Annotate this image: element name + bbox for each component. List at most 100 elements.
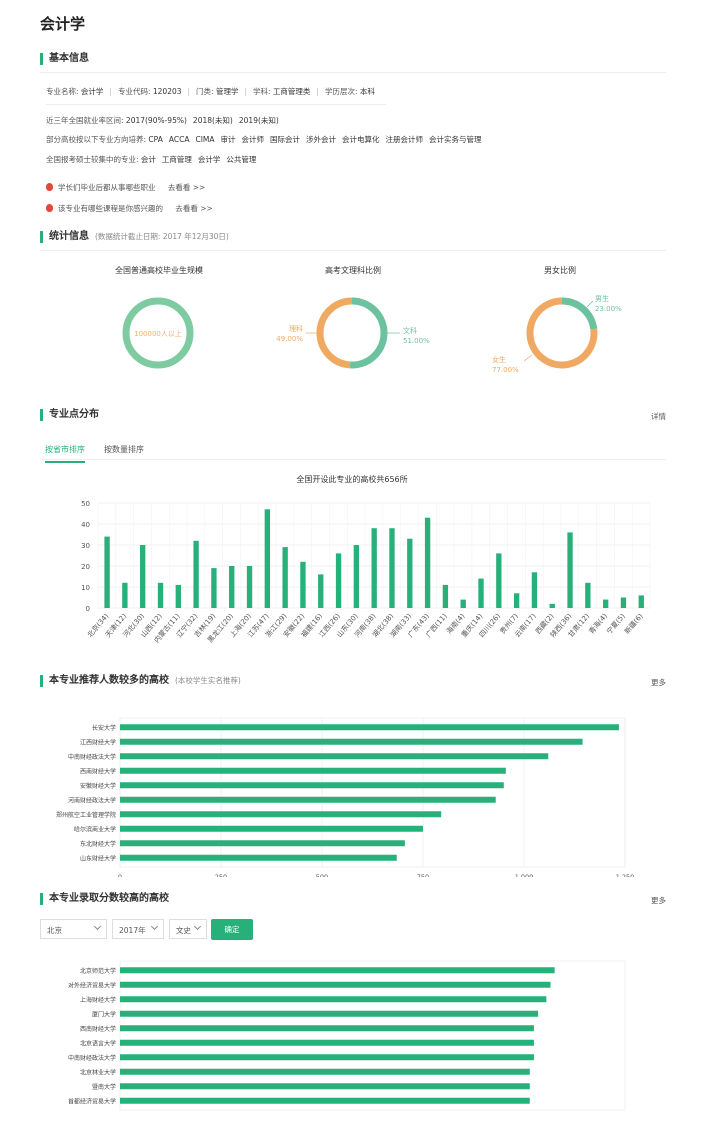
detail-link[interactable]: 详情 (651, 412, 666, 421)
bar (120, 1010, 539, 1017)
directions-row: 部分高校按以下专业方向培养: CPA ACCA CIMA 审计 会计师 国际会计 涉外会计会… (46, 135, 482, 144)
bar (193, 540, 199, 608)
y-tick-label: 20 (81, 563, 90, 571)
bar (120, 724, 619, 731)
separator: | (316, 87, 319, 96)
category-label: 山东财经大学 (80, 854, 116, 862)
category-label: 北京语言大学 (80, 1039, 116, 1047)
bar (478, 578, 484, 608)
science-slice (316, 297, 353, 369)
section-heading-basic: 基本信息 (40, 53, 89, 65)
y-tick-label: 50 (81, 500, 90, 508)
go-see-link[interactable]: 去看看 >> (167, 183, 206, 192)
bar (549, 603, 555, 608)
bar (120, 1097, 530, 1104)
basic-info-row: 专业名称: 会计学 | 专业代码: 120203 | 门类: 管理学 | 学科: 工商管理类… (46, 86, 375, 97)
x-tick-label: 0 (118, 873, 122, 877)
year-select[interactable]: 2017年 (112, 919, 164, 939)
direction-tag: 国际会计 (270, 135, 301, 144)
bar (120, 811, 442, 818)
recommend-bar-chart: 0 250 500 750 1,000 1,250 长安大学江西财经大学中南财经政法大学西南… (56, 717, 634, 877)
bar (120, 738, 583, 745)
bar (120, 981, 551, 988)
bar (120, 1054, 534, 1061)
divider (46, 104, 386, 105)
bar (120, 840, 405, 847)
bar (120, 967, 555, 974)
x-tick-label: 1,000 (515, 873, 534, 877)
admission-bar-chart: 北京师范大学对外经济贸易大学上海财经大学厦门大学西南财经大学北京语言大学中南财经… (68, 960, 626, 1111)
info-label: 学科: (253, 87, 273, 96)
province-select[interactable]: 北京 (40, 919, 107, 939)
category-label: 暨南大学 (92, 1083, 116, 1091)
bar (531, 572, 538, 608)
science-pct: 49.00% (276, 335, 303, 343)
link-text: 该专业有哪些课程是你感兴趣的 (58, 204, 163, 213)
bar (282, 547, 288, 608)
arts-science-donut: 文科 51.00% 理科 49.00% (276, 297, 430, 369)
science-label: 理科 (289, 324, 303, 333)
bar (513, 593, 520, 608)
gender-title: 男女比例 (544, 266, 576, 275)
bar (157, 582, 164, 608)
y-tick-label: 10 (81, 584, 90, 592)
tab-by-count[interactable]: 按数量排序 (104, 445, 144, 454)
bar (407, 538, 413, 608)
confirm-button[interactable]: 确定 (211, 919, 253, 940)
category-label: 东北财经大学 (80, 840, 116, 848)
bar (120, 1068, 530, 1075)
bar (120, 1039, 534, 1046)
grad-scale-ring (122, 297, 194, 369)
link-row-courses[interactable]: 该专业有哪些课程是你感兴趣的 去看看 >> (46, 203, 213, 214)
separator: | (244, 87, 247, 96)
category-label: 厦门大学 (92, 1010, 116, 1018)
bar (620, 597, 627, 608)
info-value: 本科 (359, 87, 375, 96)
fire-icon (46, 183, 53, 191)
female-label: 女生 (492, 355, 506, 364)
grad-major-tag: 会计学 (197, 155, 221, 164)
bar (442, 584, 449, 608)
chevron-down-icon (93, 922, 102, 931)
female-slice (526, 297, 598, 369)
gender-donut: 男生 23.00% 女生 77.00% (492, 294, 622, 374)
employment-value: 2018(未知) (192, 116, 233, 125)
link-text: 学长们毕业后都从事哪些职业 (58, 183, 156, 192)
bar (140, 545, 146, 608)
bar (353, 545, 360, 608)
direction-tag: CIMA (195, 135, 215, 144)
male-slice (561, 297, 598, 330)
employment-value: 2019(未知) (238, 116, 279, 125)
admission-more-link[interactable]: 更多 (651, 896, 666, 905)
bar (120, 767, 506, 774)
bar (211, 568, 217, 608)
bar (120, 825, 423, 832)
bar (229, 566, 235, 608)
arts-pct: 51.00% (403, 337, 430, 345)
bar (120, 753, 549, 760)
distribution-tabs: 按省市排序 按数量排序 (40, 438, 666, 463)
province-bar-chart: 全国开设此专业的高校共656所01020304050北京(34)天津(12)河北… (81, 474, 651, 644)
link-row-careers[interactable]: 学长们毕业后都从事哪些职业 去看看 >> (46, 182, 205, 193)
category-label: 郑州航空工业管理学院 (56, 811, 116, 819)
direction-tag: 涉外会计 (306, 135, 337, 144)
stats-donuts: 100000人以上 文科 51.00% 理科 49.00% 男生 23.00% 女生 77.… (122, 294, 622, 374)
subject-select[interactable]: 文史 (169, 919, 207, 939)
y-tick-label: 0 (86, 605, 90, 613)
go-see-link[interactable]: 去看看 >> (175, 204, 213, 213)
tab-by-province[interactable]: 按省市排序 (45, 444, 85, 463)
info-label: 专业代码: (117, 87, 153, 96)
category-label: 上海财经大学 (80, 996, 116, 1004)
direction-tag: 审计 (220, 135, 236, 144)
fire-icon (46, 204, 53, 212)
direction-tag: CPA (148, 135, 163, 144)
info-label: 学历层次: (324, 87, 360, 96)
arts-science-title: 高考文理科比例 (325, 266, 381, 275)
male-label: 男生 (595, 294, 609, 303)
employment-value: 2017(90%-95%) (125, 116, 187, 125)
divider (40, 250, 666, 251)
bar (120, 996, 547, 1003)
recommend-more-link[interactable]: 更多 (651, 678, 666, 687)
bar (318, 574, 324, 608)
bar (602, 599, 609, 608)
